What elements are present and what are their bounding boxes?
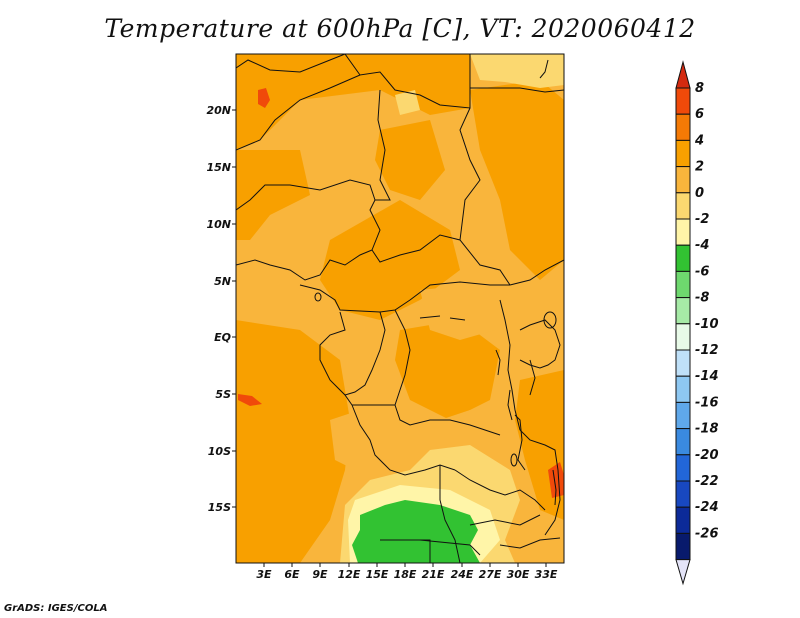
map-panel	[236, 54, 564, 563]
lat-label: 20N	[206, 104, 231, 117]
colorbar-label: 4	[694, 133, 704, 148]
map-frame	[235, 53, 565, 564]
credit-label: GrADS: IGES/COLA	[4, 603, 108, 614]
colorbar-label: -10	[695, 317, 719, 332]
colorbar-segment	[675, 218, 691, 246]
map-title: Temperature at 600hPa [C], VT: 202006041…	[104, 14, 696, 43]
lat-label: EQ	[214, 331, 231, 344]
colorbar-label: -14	[695, 369, 719, 384]
colorbar-segment	[675, 270, 691, 299]
colorbar-label: -4	[695, 238, 709, 253]
lon-label: 27E	[479, 568, 502, 581]
colorbar-label: -2	[695, 212, 709, 227]
longitude-axis: 3E 6E 9E 12E 15E 18E 21E 24E 27E 30E 33E	[256, 563, 558, 581]
colorbar-label: -12	[695, 343, 719, 358]
lon-label: 15E	[366, 568, 389, 581]
temperature-4-to-6-hotspots	[238, 88, 564, 498]
colorbar-segment	[675, 401, 691, 430]
lon-label: 6E	[284, 568, 300, 581]
lat-label: 10N	[206, 218, 231, 231]
lon-label: 21E	[422, 568, 445, 581]
lon-label: 9E	[312, 568, 328, 581]
colorbar-label: 6	[695, 107, 704, 122]
colorbar: 8 6 4 2 0 -2 -4 -6 -8 -10 -12 -14 -16 -18 -20 -22 -24 -26	[675, 60, 719, 586]
colorbar-segment	[675, 480, 691, 508]
colorbar-label: 8	[695, 81, 704, 96]
colorbar-segment	[675, 244, 691, 272]
colorbar-label: -24	[695, 500, 719, 515]
lat-label: 5S	[215, 388, 231, 401]
latitude-axis: 20N 15N 10N 5N EQ 5S 10S 15S	[206, 104, 236, 514]
lat-label: 15S	[208, 501, 231, 514]
lon-label: 33E	[535, 568, 558, 581]
lon-label: 24E	[451, 568, 474, 581]
colorbar-label: -6	[695, 264, 709, 279]
colorbar-segment	[675, 87, 691, 115]
colorbar-bottom-arrow	[675, 559, 691, 586]
colorbar-label: -20	[695, 448, 719, 463]
country-borders	[236, 54, 564, 563]
colorbar-label: -8	[695, 291, 709, 306]
colorbar-segment	[675, 113, 691, 141]
colorbar-segment	[675, 139, 691, 168]
colorbar-segment	[675, 375, 691, 403]
lat-label: 10S	[208, 445, 231, 458]
colorbar-label: -26	[695, 526, 719, 541]
colorbar-segment	[675, 506, 691, 534]
lon-label: 30E	[507, 568, 530, 581]
colorbar-label: -18	[695, 422, 719, 437]
colorbar-segment	[675, 454, 691, 482]
colorbar-label: 0	[695, 186, 704, 201]
temperature-minus6-to-minus4-regions	[352, 500, 480, 563]
colorbar-segment	[675, 166, 691, 194]
colorbar-label: 2	[695, 160, 704, 175]
lakes	[314, 292, 557, 467]
lon-label: 12E	[338, 568, 361, 581]
colorbar-segment	[675, 532, 691, 561]
colorbar-segment	[675, 349, 691, 377]
colorbar-segment	[675, 192, 691, 220]
lat-label: 15N	[206, 161, 231, 174]
lon-label: 18E	[394, 568, 417, 581]
colorbar-label: -22	[695, 474, 719, 489]
lat-label: 5N	[214, 275, 231, 288]
lon-label: 3E	[256, 568, 272, 581]
colorbar-segment	[675, 323, 691, 351]
colorbar-top-arrow	[675, 60, 691, 89]
colorbar-label: -16	[695, 395, 719, 410]
colorbar-segment	[675, 428, 691, 456]
colorbar-segment	[675, 297, 691, 325]
